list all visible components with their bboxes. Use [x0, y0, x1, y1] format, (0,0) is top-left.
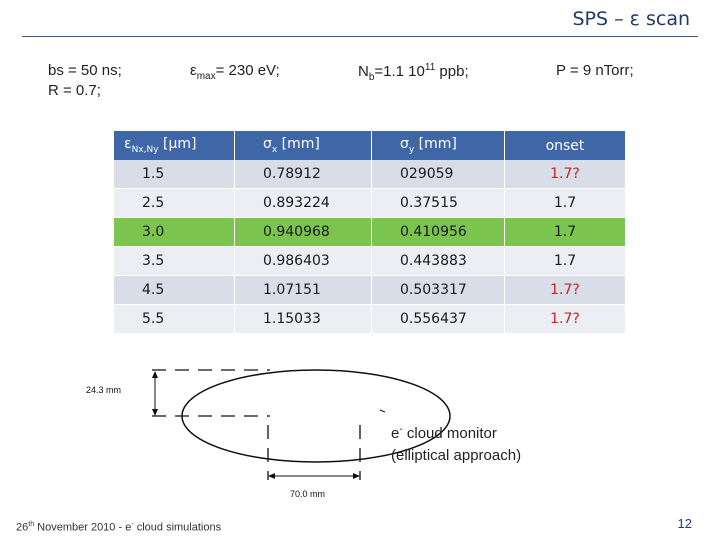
- cell-sigma-x: 0.893224: [234, 188, 372, 218]
- cell-emittance: 3.5: [114, 246, 235, 276]
- monitor-pointer: [379, 409, 386, 413]
- cloud-monitor-label: e- cloud monitor (elliptical approach): [391, 424, 522, 464]
- slide-title: SPS – ε scan: [572, 8, 691, 30]
- cell-onset: 1.7: [504, 217, 626, 247]
- cell-sigma-y: 0.37515: [371, 188, 505, 218]
- cell-onset: 1.7: [504, 246, 626, 276]
- table-row: 4.5 1.07151 0.503317 1.7?: [114, 275, 626, 305]
- header-onset: onset: [504, 131, 626, 160]
- header-sigma-y: σy [mm]: [371, 131, 505, 160]
- cell-sigma-y: 029059: [371, 160, 505, 189]
- footer-text: 26th November 2010 - e- cloud simulation…: [16, 521, 222, 534]
- height-arrow-top: [152, 371, 158, 378]
- cell-sigma-x: 0.986403: [234, 246, 372, 276]
- table-row-highlighted: 3.0 0.940968 0.410956 1.7: [114, 217, 626, 247]
- cell-sigma-y: 0.410956: [371, 217, 505, 247]
- height-arrow-bottom: [152, 409, 158, 416]
- cell-sigma-x: 0.78912: [234, 160, 372, 189]
- param-nb: Nb=1.1 1011 ppb;: [358, 62, 469, 83]
- table-row: 3.5 0.986403 0.443883 1.7: [114, 246, 626, 276]
- height-label: 24.3 mm: [86, 385, 122, 395]
- param-r: R = 0.7;: [48, 82, 101, 99]
- cell-sigma-y: 0.443883: [371, 246, 505, 276]
- cell-onset: 1.7: [504, 188, 626, 218]
- cell-sigma-y: 0.556437: [371, 304, 505, 334]
- header-sigma-x: σx [mm]: [234, 131, 372, 160]
- table-row: 1.5 0.78912 029059 1.7?: [114, 160, 626, 189]
- cell-emittance: 4.5: [114, 275, 235, 305]
- cell-sigma-x: 0.940968: [234, 217, 372, 247]
- cell-sigma-x: 1.15033: [234, 304, 372, 334]
- epsilon-scan-table: εNx,Ny [µm] σx [mm] σy [mm] onset 1.5 0.…: [114, 131, 626, 334]
- table-row: 2.5 0.893224 0.37515 1.7: [114, 188, 626, 218]
- width-arrow-right: [353, 473, 360, 479]
- param-pressure: P = 9 nTorr;: [556, 62, 634, 79]
- elliptical-chamber: [181, 369, 451, 463]
- cell-emittance: 1.5: [114, 160, 235, 189]
- cell-onset: 1.7?: [504, 160, 626, 189]
- param-emax: εmax= 230 eV;: [190, 62, 280, 82]
- cell-sigma-x: 1.07151: [234, 275, 372, 305]
- cell-onset: 1.7?: [504, 275, 626, 305]
- header-emittance: εNx,Ny [µm]: [114, 131, 235, 160]
- page-number: 12: [677, 516, 692, 531]
- cell-onset: 1.7?: [504, 304, 626, 334]
- table-row: 5.5 1.15033 0.556437 1.7?: [114, 304, 626, 334]
- cell-emittance: 3.0: [114, 217, 235, 247]
- cell-sigma-y: 0.503317: [371, 275, 505, 305]
- width-arrow-left: [268, 473, 275, 479]
- width-label: 70.0 mm: [290, 489, 326, 499]
- cell-emittance: 5.5: [114, 304, 235, 334]
- param-bunch-spacing: bs = 50 ns;: [48, 62, 122, 79]
- cell-emittance: 2.5: [114, 188, 235, 218]
- title-rule: [22, 36, 698, 37]
